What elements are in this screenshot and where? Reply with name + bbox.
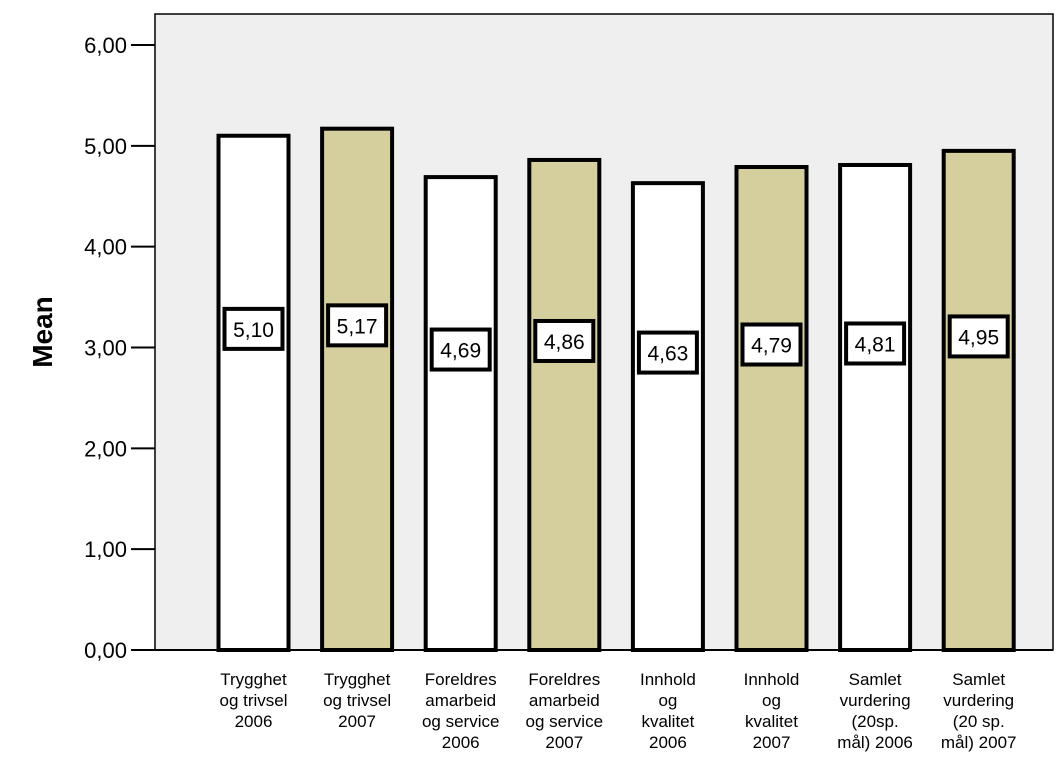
x-category-label: og xyxy=(658,691,677,710)
data-label: 4,79 xyxy=(751,335,792,358)
x-category-label: og trivsel xyxy=(219,691,287,710)
x-category-label: og service xyxy=(422,712,499,731)
data-label-box xyxy=(326,303,389,348)
y-tick-label: 0,00 xyxy=(84,638,127,663)
y-tick-label: 4,00 xyxy=(84,235,127,260)
data-label: 4,69 xyxy=(440,340,481,363)
x-category-label: kvalitet xyxy=(745,712,798,731)
bar xyxy=(734,165,809,652)
bar xyxy=(630,181,705,652)
x-category-label: vurdering xyxy=(840,691,911,710)
x-category-label: mål) 2006 xyxy=(837,733,913,752)
bar xyxy=(838,162,913,652)
x-category-label: Foreldres xyxy=(528,670,600,689)
x-category-label: kvalitet xyxy=(641,712,694,731)
x-category-label: Trygghet xyxy=(220,670,287,689)
y-tick-label: 1,00 xyxy=(84,537,127,562)
x-category-label: vurdering xyxy=(943,691,1014,710)
y-tick-label: 3,00 xyxy=(84,336,127,361)
x-category-label: og service xyxy=(526,712,603,731)
data-label-box xyxy=(947,314,1010,359)
y-tick-label: 2,00 xyxy=(84,436,127,461)
data-label: 4,86 xyxy=(544,331,585,354)
data-label-box xyxy=(636,330,699,375)
data-label-box xyxy=(429,327,492,372)
x-category-label: Trygghet xyxy=(324,670,391,689)
bar xyxy=(216,133,291,652)
x-category-label: Innhold xyxy=(640,670,696,689)
bar xyxy=(941,148,1016,652)
x-category-label: Innhold xyxy=(744,670,800,689)
y-axis: 0,00 1,00 2,00 3,00 4,00 5,00 6,00 xyxy=(84,33,155,663)
data-label-box xyxy=(222,306,285,351)
x-category-label: 2006 xyxy=(235,712,273,731)
data-label-box xyxy=(740,322,803,367)
x-category-label: Samlet xyxy=(952,670,1005,689)
x-category-label: amarbeid xyxy=(529,691,600,710)
data-label: 4,63 xyxy=(647,343,688,366)
x-category-label: 2006 xyxy=(649,733,687,752)
x-category-label: Foreldres xyxy=(425,670,497,689)
x-axis-labels: Trygghet og trivsel 2006 Trygghet og trivsel… xyxy=(219,670,1016,752)
y-tick-label: 6,00 xyxy=(84,33,127,58)
y-axis-label: Mean xyxy=(27,296,58,368)
x-category-label: 2007 xyxy=(753,733,791,752)
x-category-label: 2007 xyxy=(545,733,583,752)
data-label-box xyxy=(533,318,596,363)
bar xyxy=(320,126,395,653)
y-tick-label: 5,00 xyxy=(84,134,127,159)
x-category-label: mål) 2007 xyxy=(941,733,1017,752)
bars: 5,10 5,17 4,69 4,86 4,63 4,79 4,81 4,95 xyxy=(155,126,1053,653)
data-label-box xyxy=(844,321,907,366)
data-label: 5,17 xyxy=(337,315,378,338)
data-label: 5,10 xyxy=(233,319,274,342)
x-category-label: og trivsel xyxy=(323,691,391,710)
x-category-label: 2006 xyxy=(442,733,480,752)
x-category-label: amarbeid xyxy=(425,691,496,710)
x-category-label: og xyxy=(762,691,781,710)
x-category-label: (20 sp. xyxy=(953,712,1005,731)
x-category-label: Samlet xyxy=(849,670,902,689)
bar xyxy=(423,175,498,652)
x-category-label: 2007 xyxy=(338,712,376,731)
data-label: 4,81 xyxy=(855,333,896,356)
bar xyxy=(527,157,602,652)
x-category-label: (20sp. xyxy=(851,712,898,731)
data-label: 4,95 xyxy=(958,326,999,349)
